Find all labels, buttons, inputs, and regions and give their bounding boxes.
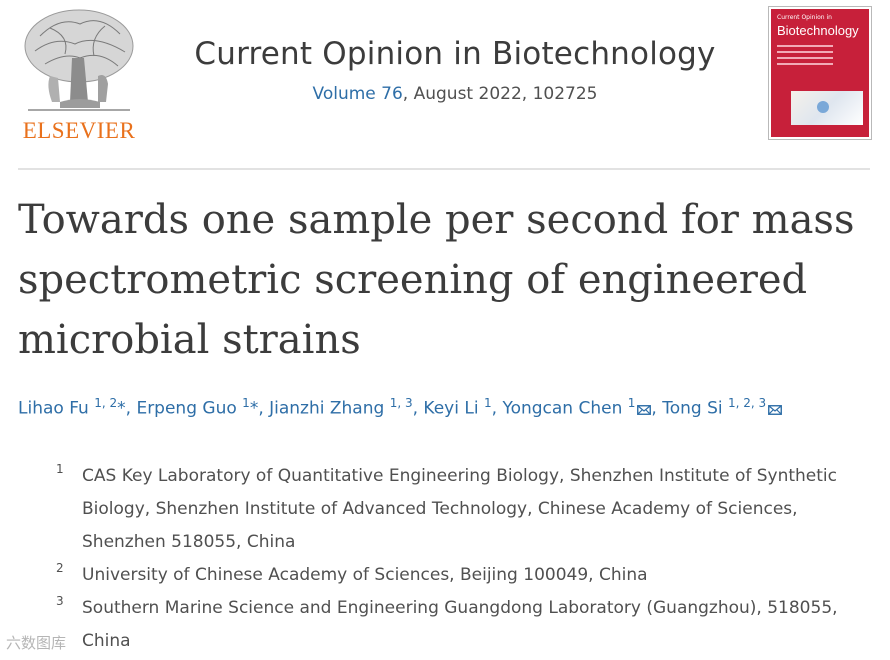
author-separator: , [491,398,503,419]
author-name[interactable]: Lihao Fu [18,398,89,419]
author-separator: , [651,398,663,419]
author-affiliation-ref[interactable]: 1 [242,396,250,410]
elsevier-logo[interactable]: ELSEVIER [18,6,140,143]
journal-issue: Volume 76, August 2022, 102725 [150,84,760,104]
header-divider [18,168,870,170]
author-name[interactable]: Jianzhi Zhang [269,398,385,419]
affiliation-item: 3 Southern Marine Science and Engineering… [56,592,866,658]
affiliation-number: 3 [56,594,64,608]
cover-top-text: Current Opinion in [777,14,832,21]
author-separator: , [258,398,270,419]
cover-text-lines [777,45,833,69]
author-affiliation-ref[interactable]: 1, 2 [94,396,118,410]
affiliation-text: CAS Key Laboratory of Quantitative Engin… [82,466,838,552]
equal-contribution-mark: * [117,398,126,419]
affiliation-list: 1 CAS Key Laboratory of Quantitative Engi… [56,460,866,658]
elsevier-tree-icon [24,9,134,111]
affiliation-number: 2 [56,561,64,575]
author-name[interactable]: Erpeng Guo [136,398,237,419]
journal-cover-image[interactable]: Current Opinion in Biotechnology [768,6,872,140]
author-separator: , [125,398,137,419]
affiliation-text: Southern Marine Science and Engineering … [82,598,838,651]
journal-title[interactable]: Current Opinion in Biotechnology [194,36,716,72]
author-affiliation-ref[interactable]: 1, 2, 3 [728,396,767,410]
author-name[interactable]: Tong Si [662,398,723,419]
journal-info: Current Opinion in Biotechnology Volume … [150,36,760,104]
author-list: Lihao Fu 1, 2*, Erpeng Guo 1*, Jianzhi Z… [18,396,878,419]
watermark: 六数图库 [6,634,67,652]
author-name[interactable]: Keyi Li [423,398,479,419]
email-icon[interactable] [637,404,652,415]
author-affiliation-ref[interactable]: 1, 3 [389,396,413,410]
issue-details: , August 2022, 102725 [402,84,598,104]
equal-contribution-mark: * [249,398,259,419]
email-icon[interactable] [768,404,783,415]
author-affiliation-ref[interactable]: 1 [483,396,492,410]
affiliation-text: University of Chinese Academy of Science… [82,565,648,585]
cover-journal-name: Biotechnology [777,23,859,38]
author-separator: , [412,398,424,419]
affiliation-number: 1 [56,462,64,476]
author-name[interactable]: Yongcan Chen [502,398,623,419]
volume-link[interactable]: Volume 76 [312,84,403,104]
elsevier-wordmark: ELSEVIER [22,118,136,143]
author-affiliation-ref[interactable]: 1 [627,396,636,410]
article-title: Towards one sample per second for mass s… [18,197,855,363]
affiliation-item: 1 CAS Key Laboratory of Quantitative Engi… [56,460,866,559]
cover-photo-detail [817,101,829,113]
cover-background: Current Opinion in Biotechnology [771,9,869,137]
article-header: ELSEVIER Current Opinion in Biotechnolog… [0,0,890,170]
affiliation-item: 2 University of Chinese Academy of Scienc… [56,559,866,592]
